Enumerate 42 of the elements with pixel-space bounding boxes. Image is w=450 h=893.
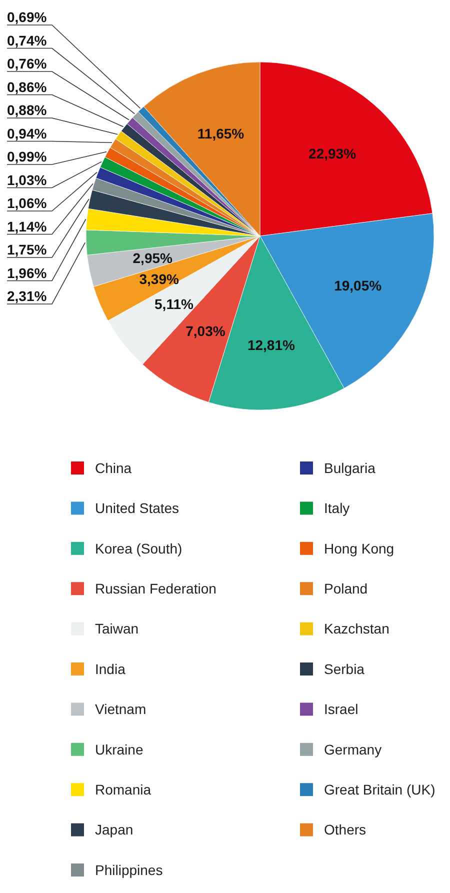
legend-label: Taiwan bbox=[95, 620, 139, 637]
data-label: 1,03% bbox=[7, 172, 48, 188]
legend-label: Italy bbox=[324, 500, 350, 516]
legend-label: Israel bbox=[324, 701, 358, 718]
legend-label: Germany bbox=[324, 741, 382, 758]
legend-label: Ukraine bbox=[95, 741, 144, 758]
legend-label: Serbia bbox=[324, 660, 365, 677]
legend-label: Hong Kong bbox=[324, 540, 394, 556]
legend-label: Philippines bbox=[95, 862, 163, 878]
legend-label: Russian Federation bbox=[95, 580, 216, 596]
data-label: 1,96% bbox=[7, 264, 48, 281]
data-label: 7,03% bbox=[186, 322, 226, 339]
data-label: 3,39% bbox=[139, 270, 180, 287]
data-label: 1,06% bbox=[7, 195, 48, 211]
legend-label: China bbox=[95, 460, 132, 476]
data-label: 0,69% bbox=[7, 9, 48, 25]
data-label: 0,99% bbox=[7, 148, 48, 164]
data-label: 19,05% bbox=[334, 277, 382, 294]
legend-label: Great Britain (UK) bbox=[324, 782, 436, 798]
legend-label: Korea (South) bbox=[95, 540, 182, 556]
legend-label: Poland bbox=[324, 580, 368, 596]
legend-label: Vietnam bbox=[95, 701, 146, 718]
legend-label: Others bbox=[324, 822, 366, 838]
data-label: 2,95% bbox=[132, 250, 174, 266]
legend-label: Bulgaria bbox=[324, 460, 376, 476]
legend-label: United States bbox=[95, 500, 180, 516]
data-label: 12,81% bbox=[247, 336, 296, 353]
data-label: 5,11% bbox=[154, 296, 194, 312]
data-label: 0,88% bbox=[7, 102, 48, 118]
data-label: 11,65% bbox=[197, 126, 245, 142]
legend-label: Japan bbox=[95, 822, 134, 838]
data-label: 0,76% bbox=[7, 56, 48, 72]
data-label: 1,75% bbox=[7, 242, 48, 258]
legend-label: Kazchstan bbox=[324, 620, 390, 637]
data-label: 0,86% bbox=[7, 78, 48, 95]
data-label: 22,93% bbox=[308, 146, 357, 162]
legend-label: Romania bbox=[95, 782, 152, 798]
legend-label: India bbox=[95, 660, 126, 677]
data-label: 1,14% bbox=[7, 218, 48, 234]
data-label: 0,74% bbox=[7, 32, 48, 48]
data-label: 2,31% bbox=[7, 288, 48, 304]
data-label: 0,94% bbox=[7, 125, 48, 142]
